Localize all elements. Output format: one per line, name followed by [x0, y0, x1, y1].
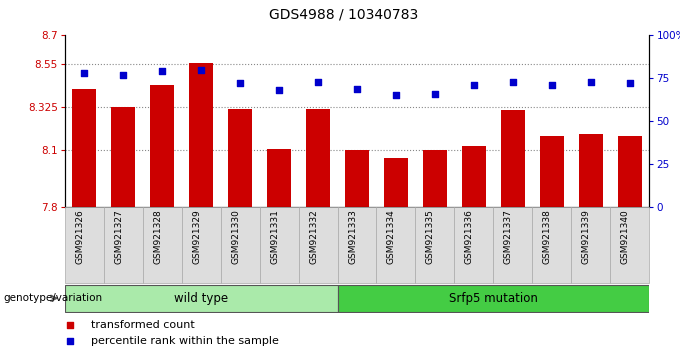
Bar — [618, 136, 642, 207]
Bar — [462, 146, 486, 207]
Bar — [267, 149, 291, 207]
Point — [430, 91, 441, 97]
Text: genotype/variation: genotype/variation — [3, 293, 103, 303]
Bar — [182, 207, 220, 283]
Point — [79, 70, 90, 76]
Bar — [540, 136, 564, 207]
Text: GSM921340: GSM921340 — [621, 209, 630, 264]
Bar — [454, 207, 494, 283]
Point — [547, 82, 558, 88]
Text: GSM921334: GSM921334 — [387, 209, 396, 264]
Bar — [65, 207, 103, 283]
Point — [352, 86, 362, 91]
Text: GSM921331: GSM921331 — [270, 209, 279, 264]
Bar — [143, 207, 182, 283]
Bar — [415, 207, 454, 283]
Bar — [260, 207, 299, 283]
Bar — [345, 150, 369, 207]
Point — [585, 79, 596, 85]
Point — [196, 67, 207, 73]
Text: GSM921337: GSM921337 — [504, 209, 513, 264]
Bar — [423, 150, 447, 207]
Text: GSM921336: GSM921336 — [465, 209, 474, 264]
Bar — [72, 89, 96, 207]
Text: percentile rank within the sample: percentile rank within the sample — [91, 336, 279, 346]
Bar — [611, 207, 649, 283]
Point — [313, 79, 324, 85]
Bar — [112, 107, 135, 207]
Point — [235, 81, 245, 86]
Text: Srfp5 mutation: Srfp5 mutation — [449, 292, 538, 305]
Bar — [65, 285, 337, 312]
Text: GSM921333: GSM921333 — [348, 209, 357, 264]
Text: GSM921338: GSM921338 — [543, 209, 552, 264]
Text: GSM921329: GSM921329 — [192, 209, 201, 264]
Text: GSM921330: GSM921330 — [231, 209, 240, 264]
Bar — [103, 207, 143, 283]
Text: GSM921335: GSM921335 — [426, 209, 435, 264]
Bar — [337, 207, 377, 283]
Point — [469, 82, 479, 88]
Text: transformed count: transformed count — [91, 320, 194, 330]
Bar — [377, 207, 415, 283]
Bar — [220, 207, 260, 283]
Bar — [501, 110, 525, 207]
Bar — [306, 109, 330, 207]
Point — [65, 322, 76, 328]
Bar — [532, 207, 571, 283]
Bar — [579, 134, 602, 207]
Text: GSM921327: GSM921327 — [114, 209, 123, 264]
Bar — [494, 207, 532, 283]
Text: GSM921326: GSM921326 — [75, 209, 84, 264]
Point — [65, 338, 76, 343]
Point — [118, 72, 129, 78]
Text: GSM921328: GSM921328 — [153, 209, 162, 264]
Text: wild type: wild type — [174, 292, 228, 305]
Bar — [228, 109, 252, 207]
Point — [156, 69, 167, 74]
Bar — [337, 285, 649, 312]
Text: GDS4988 / 10340783: GDS4988 / 10340783 — [269, 7, 418, 21]
Bar — [299, 207, 337, 283]
Bar — [571, 207, 611, 283]
Point — [507, 79, 518, 85]
Point — [624, 81, 635, 86]
Bar — [150, 85, 174, 207]
Text: GSM921339: GSM921339 — [582, 209, 591, 264]
Text: GSM921332: GSM921332 — [309, 209, 318, 264]
Bar — [384, 159, 408, 207]
Point — [390, 93, 401, 98]
Point — [273, 87, 284, 93]
Bar — [189, 63, 213, 207]
